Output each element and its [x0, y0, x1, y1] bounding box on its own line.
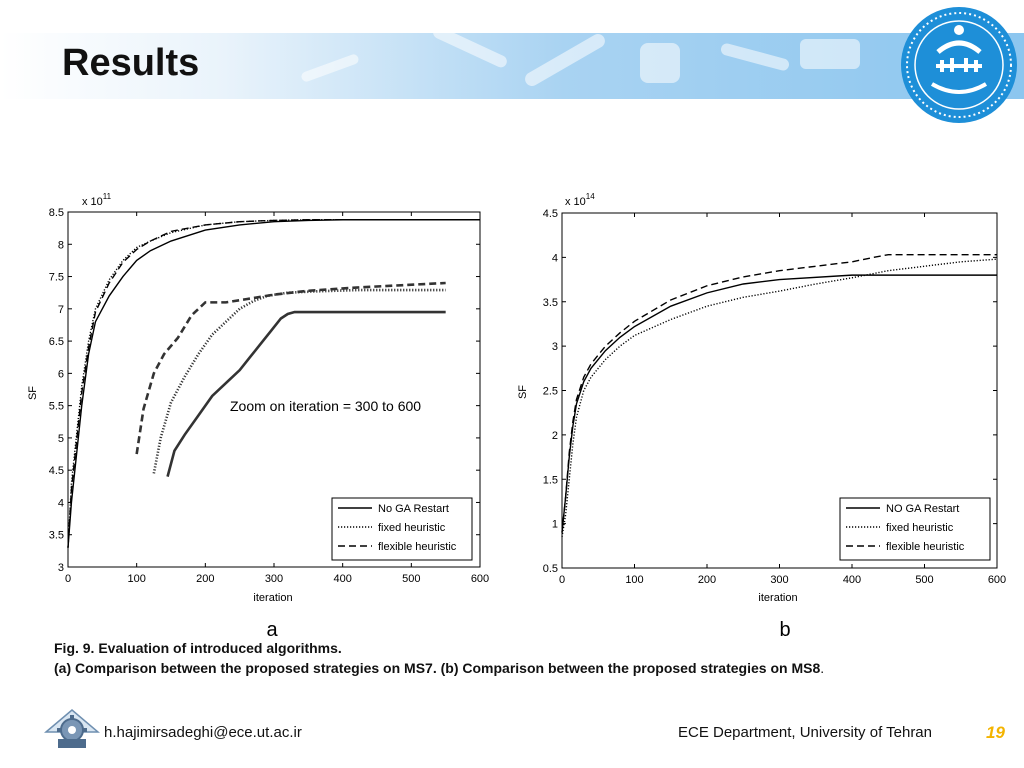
department-gear-icon: [44, 709, 100, 748]
y-tick-label: 8: [58, 239, 64, 251]
x-tick-label: 500: [915, 574, 933, 586]
chart-b-xlabel: iteration: [758, 592, 797, 604]
chart-a-exponent: x 1011: [82, 192, 112, 208]
x-tick-label: 600: [988, 574, 1006, 586]
chart-b-series: [561, 254, 998, 538]
chart-a-xlabel: iteration: [253, 592, 292, 604]
y-tick-label: 3.5: [543, 297, 558, 309]
chart-b-ylabel: SF: [517, 385, 529, 399]
x-tick-label: 100: [127, 573, 145, 585]
chart-b: 0 100 200 300 400 500 600 0.5 1 1.5 2 2.5 3 3.5 4 4.5 x…: [517, 192, 1006, 604]
y-tick-label: 5: [58, 433, 64, 445]
chart-a-ylabel: SF: [27, 386, 39, 400]
series-line-fixed-heuristic: [561, 258, 998, 538]
y-tick-label: 2: [552, 430, 558, 442]
y-tick-label: 3: [552, 341, 558, 353]
legend-entry: NO GA Restart: [886, 503, 959, 515]
y-tick-label: 0.5: [543, 563, 558, 575]
y-tick-label: 4.5: [543, 208, 558, 220]
chart-a-ticks: 0 100 200 300 400 500 600 3 3.5 4 4.5 5 5.5 6 6.5 7 7.5 8…: [49, 207, 489, 585]
footer-department: ECE Department, University of Tehran: [678, 724, 932, 741]
x-tick-label: 400: [843, 574, 861, 586]
x-tick-label: 200: [196, 573, 214, 585]
y-tick-label: 5.5: [49, 401, 64, 413]
y-tick-label: 7.5: [49, 272, 64, 284]
y-tick-label: 4: [552, 252, 558, 264]
slide-title: Results: [62, 42, 200, 84]
y-tick-label: 6.5: [49, 336, 64, 348]
legend-entry: No GA Restart: [378, 503, 449, 515]
university-seal-logo: [901, 7, 1017, 123]
y-tick-label: 1.5: [543, 474, 558, 486]
chart-b-ticks: 0 100 200 300 400 500 600 0.5 1 1.5 2 2.5 3 3.5 4 4.5: [543, 208, 1006, 586]
figure-caption-line2-text: (a) Comparison between the proposed stra…: [54, 660, 821, 676]
figure-caption-line2-end: .: [820, 660, 825, 676]
zoom-annotation: Zoom on iteration = 300 to 600: [230, 398, 421, 414]
legend-entry: flexible heuristic: [378, 541, 457, 553]
y-tick-label: 1: [552, 519, 558, 531]
y-tick-label: 6: [58, 368, 64, 380]
legend-entry: fixed heuristic: [378, 522, 446, 534]
x-tick-label: 400: [333, 573, 351, 585]
y-tick-label: 4: [58, 497, 64, 509]
x-tick-label: 300: [770, 574, 788, 586]
footer-email: h.hajimirsadeghi@ece.ut.ac.ir: [104, 724, 302, 741]
y-tick-label: 8.5: [49, 207, 64, 219]
legend-entry: fixed heuristic: [886, 522, 954, 534]
series-line-no-ga-restart: [561, 274, 997, 533]
y-tick-label: 7: [58, 304, 64, 316]
y-tick-label: 3.5: [49, 530, 64, 542]
chart-b-legend: NO GA Restart fixed heuristic flexible heu…: [839, 497, 991, 561]
x-tick-label: 0: [65, 573, 71, 585]
series-line-fixed-heuristic: [67, 219, 480, 548]
series-line-flexible-heuristic-inset: [135, 281, 446, 455]
chart-b-exponent: x 1014: [565, 192, 595, 208]
x-tick-label: 500: [402, 573, 420, 585]
x-tick-label: 0: [559, 574, 565, 586]
chart-a: 0 100 200 300 400 500 600 3 3.5 4 4.5 5 5.5 6 6.5 7 7.5 8…: [27, 192, 489, 604]
y-tick-label: 4.5: [49, 465, 64, 477]
slide-number: 19: [986, 723, 1005, 742]
chart-a-legend: No GA Restart fixed heuristic flexible heu…: [331, 497, 473, 561]
chart-a-series: [67, 219, 480, 548]
x-tick-label: 200: [698, 574, 716, 586]
banner-watermark: [301, 33, 860, 86]
panel-b-label: b: [779, 619, 790, 641]
series-line-no-ga-restart-inset: [166, 310, 446, 477]
panel-a-label: a: [266, 619, 278, 641]
figure-caption-line2: (a) Comparison between the proposed stra…: [54, 660, 824, 676]
series-line-flexible-heuristic: [561, 254, 997, 533]
y-tick-label: 2.5: [543, 386, 558, 398]
figure-caption-line1: Fig. 9. Evaluation of introduced algorit…: [54, 640, 342, 656]
legend-entry: flexible heuristic: [886, 541, 965, 553]
chart-a-inset-series: [135, 281, 446, 477]
series-line-flexible-heuristic: [67, 219, 480, 548]
x-tick-label: 300: [265, 573, 283, 585]
x-tick-label: 600: [471, 573, 489, 585]
title-banner: [0, 33, 1024, 99]
y-tick-label: 3: [58, 562, 64, 574]
x-tick-label: 100: [625, 574, 643, 586]
